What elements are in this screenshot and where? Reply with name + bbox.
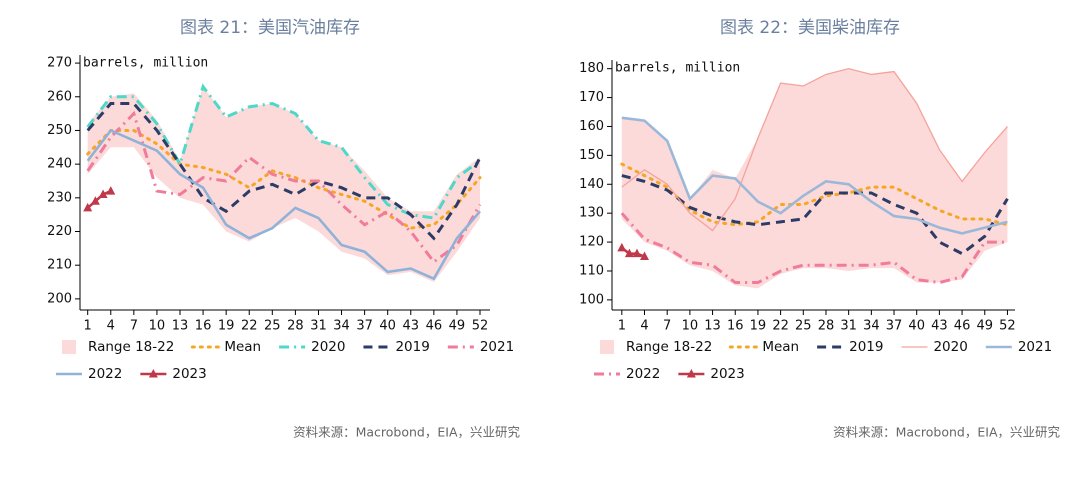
legend-label: 2019 <box>849 339 883 355</box>
series-line <box>86 128 482 230</box>
x-tick-label: 19 <box>218 319 235 334</box>
x-tick-label: 25 <box>795 319 812 334</box>
x-tick-label: 31 <box>310 319 327 334</box>
series-line <box>86 128 481 281</box>
x-tick-label: 10 <box>682 319 699 334</box>
x-tick-label: 4 <box>640 319 648 334</box>
x-tick-label: 31 <box>840 319 857 334</box>
marker <box>90 196 100 205</box>
x-tick-label: 28 <box>818 319 835 334</box>
x-tick-label: 49 <box>976 319 993 334</box>
x-tick-label: 7 <box>663 319 671 334</box>
chart-title: 图表 21：美国汽油库存 <box>180 18 360 38</box>
series-line <box>86 110 482 264</box>
series-line <box>620 212 1008 285</box>
x-tick-label: 28 <box>287 319 304 334</box>
x-tick-label: 46 <box>426 319 443 334</box>
legend-label: Mean <box>762 339 799 355</box>
x-tick-label: 52 <box>999 319 1016 334</box>
x-tick-label: 1 <box>84 319 92 334</box>
series-line <box>621 246 645 258</box>
y-tick-label: 140 <box>579 177 604 192</box>
legend-label: 2022 <box>88 366 122 382</box>
series-line <box>620 162 1009 227</box>
y-tick-label: 130 <box>579 206 604 221</box>
legend-label: 2023 <box>172 366 206 382</box>
y-tick-label: 160 <box>579 119 604 134</box>
x-tick-label: 16 <box>195 319 212 334</box>
source: 资料来源：Macrobond，EIA，兴业研究 <box>833 425 1060 440</box>
x-tick-label: 43 <box>402 319 419 334</box>
series-line <box>621 67 1008 232</box>
x-tick-label: 37 <box>886 319 903 334</box>
y-tick-label: 230 <box>47 190 72 205</box>
x-tick-label: 19 <box>750 319 767 334</box>
x-tick-label: 1 <box>618 319 626 334</box>
x-tick-label: 40 <box>908 319 925 334</box>
x-tick-label: 34 <box>333 319 350 334</box>
legend-label: Range 18-22 <box>88 339 174 355</box>
legend-marker <box>148 369 158 378</box>
range-band <box>87 86 480 283</box>
series-line <box>86 83 481 220</box>
y-tick-label: 220 <box>47 224 72 239</box>
legend-label: Range 18-22 <box>626 339 712 355</box>
marker <box>640 251 650 261</box>
annotation: barrels, million <box>615 61 740 76</box>
legend-label: 2021 <box>480 339 514 355</box>
legend-label: 2020 <box>933 339 967 355</box>
y-tick-label: 260 <box>47 89 72 104</box>
source: 资料来源：Macrobond，EIA，兴业研究 <box>293 425 520 440</box>
y-tick-label: 200 <box>47 291 72 306</box>
x-tick-label: 13 <box>172 319 189 334</box>
x-tick-label: 16 <box>727 319 744 334</box>
legend-label: 2019 <box>395 339 429 355</box>
x-tick-label: 40 <box>379 319 396 334</box>
chart-title: 图表 22：美国柴油库存 <box>720 18 900 38</box>
x-tick-label: 10 <box>149 319 166 334</box>
y-tick-label: 100 <box>579 292 604 307</box>
annotation: barrels, million <box>83 56 208 71</box>
marker <box>617 242 627 252</box>
legend-swatch <box>62 340 76 354</box>
y-tick-label: 240 <box>47 157 72 172</box>
x-tick-label: 13 <box>704 319 721 334</box>
y-tick-label: 250 <box>47 123 72 138</box>
y-tick-label: 170 <box>579 90 604 105</box>
marker <box>98 189 108 198</box>
y-tick-label: 180 <box>579 61 604 76</box>
marker <box>83 202 93 212</box>
legend-label: 2023 <box>710 366 744 382</box>
x-tick-label: 22 <box>241 319 258 334</box>
range-band <box>621 68 1008 289</box>
x-tick-label: 37 <box>356 319 373 334</box>
x-tick-label: 22 <box>772 319 789 334</box>
y-tick-label: 210 <box>47 258 72 273</box>
x-tick-label: 4 <box>107 319 115 334</box>
marker <box>632 248 642 258</box>
marker <box>624 248 634 258</box>
legend-label: Mean <box>224 339 261 355</box>
x-tick-label: 46 <box>954 319 971 334</box>
y-tick-label: 110 <box>579 263 604 278</box>
series-line <box>621 116 1008 235</box>
marker <box>106 186 116 195</box>
legend-label: 2022 <box>626 366 660 382</box>
legend-swatch <box>600 340 614 354</box>
legend-marker <box>686 369 696 378</box>
x-tick-label: 34 <box>863 319 880 334</box>
y-tick-label: 150 <box>579 148 604 163</box>
legend-label: 2020 <box>311 339 345 355</box>
x-tick-label: 25 <box>264 319 281 334</box>
x-tick-label: 43 <box>931 319 948 334</box>
y-tick-label: 120 <box>579 235 604 250</box>
x-tick-label: 49 <box>449 319 466 334</box>
y-tick-label: 270 <box>47 56 72 71</box>
series-line <box>621 174 1009 256</box>
legend-label: 2021 <box>1018 339 1052 355</box>
x-tick-label: 7 <box>130 319 138 334</box>
x-tick-label: 52 <box>472 319 489 334</box>
